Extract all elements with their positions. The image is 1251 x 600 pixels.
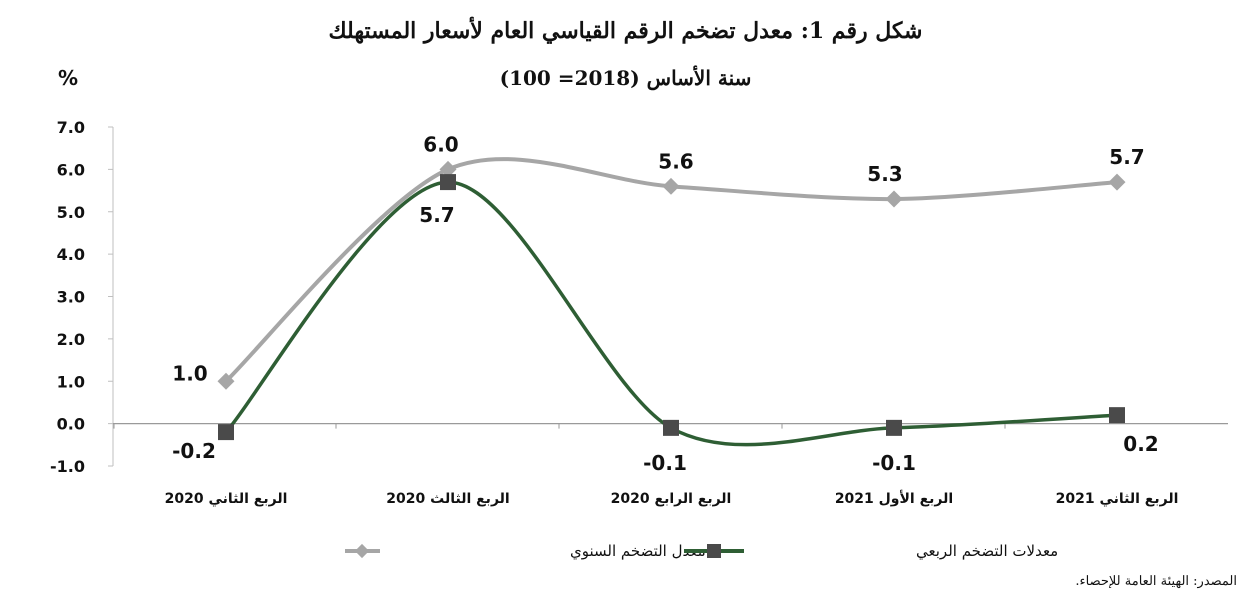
x-tick-label: الربع الثاني 2020 xyxy=(165,491,288,507)
quarterly-point xyxy=(663,419,679,436)
legend: معدل التضخم السنوي معدلات التضخم الربعي xyxy=(345,542,1058,561)
annual-point xyxy=(1108,173,1126,191)
annual-point xyxy=(662,177,680,195)
y-tick-label: 7.0 xyxy=(57,118,85,137)
y-axis-unit-label: % xyxy=(58,66,79,90)
source-note: المصدر: الهيئة العامة للإحصاء. xyxy=(1075,574,1237,589)
y-tick-label: 0.0 xyxy=(57,415,85,434)
y-tick-label: -1.0 xyxy=(50,457,85,476)
x-tick-label: الربع الرابع 2020 xyxy=(611,491,732,507)
chart-subtitle: سنة الأساس (2018= 100) xyxy=(499,66,752,90)
data-label: 5.6 xyxy=(658,149,693,173)
quarterly-point xyxy=(218,424,234,441)
quarterly-point xyxy=(1109,407,1125,424)
x-tick-label: الربع الثالث 2020 xyxy=(386,491,509,507)
y-tick-label: 2.0 xyxy=(57,330,85,349)
x-tick-label: الربع الثاني 2021 xyxy=(1056,491,1179,507)
data-label: -0.2 xyxy=(172,439,216,463)
axes: 7.0 6.0 5.0 4.0 3.0 2.0 1.0 0.0 -1.0 الربع الثاني… xyxy=(50,118,1228,507)
data-label: 6.0 xyxy=(423,132,458,156)
series-line-1 xyxy=(224,180,1119,447)
data-label: 5.7 xyxy=(1109,145,1144,169)
data-label: 1.0 xyxy=(172,361,207,385)
y-tick-label: 4.0 xyxy=(57,245,85,264)
data-label: 0.2 xyxy=(1123,432,1158,456)
annual-point xyxy=(217,372,235,390)
legend-marker-annual xyxy=(354,543,370,559)
x-tick-label: الربع الأول 2021 xyxy=(835,490,953,507)
y-tick-label: 3.0 xyxy=(57,288,85,307)
y-tick-label: 1.0 xyxy=(57,372,85,391)
series-layer xyxy=(217,157,1126,447)
legend-marker-quarterly xyxy=(707,544,721,558)
y-tick-label: 6.0 xyxy=(57,160,85,179)
data-label: -0.1 xyxy=(643,451,687,475)
series-line-0 xyxy=(224,157,1119,384)
data-label: 5.3 xyxy=(867,162,902,186)
data-labels: 1.0 6.0 5.6 5.3 5.7 -0.2 5.7 -0.1 -0.1 0.2 xyxy=(172,132,1159,474)
data-label: 5.7 xyxy=(419,203,454,227)
data-label: -0.1 xyxy=(872,451,916,475)
annual-point xyxy=(439,160,457,178)
legend-label-annual: معدل التضخم السنوي xyxy=(570,542,706,561)
y-tick-label: 5.0 xyxy=(57,203,85,222)
legend-label-quarterly: معدلات التضخم الربعي xyxy=(916,542,1058,561)
quarterly-point xyxy=(886,419,902,436)
quarterly-point xyxy=(440,174,456,191)
chart-title: شكل رقم 1: معدل تضخم الرقم القياسي العام… xyxy=(328,18,923,44)
annual-point xyxy=(885,190,903,208)
